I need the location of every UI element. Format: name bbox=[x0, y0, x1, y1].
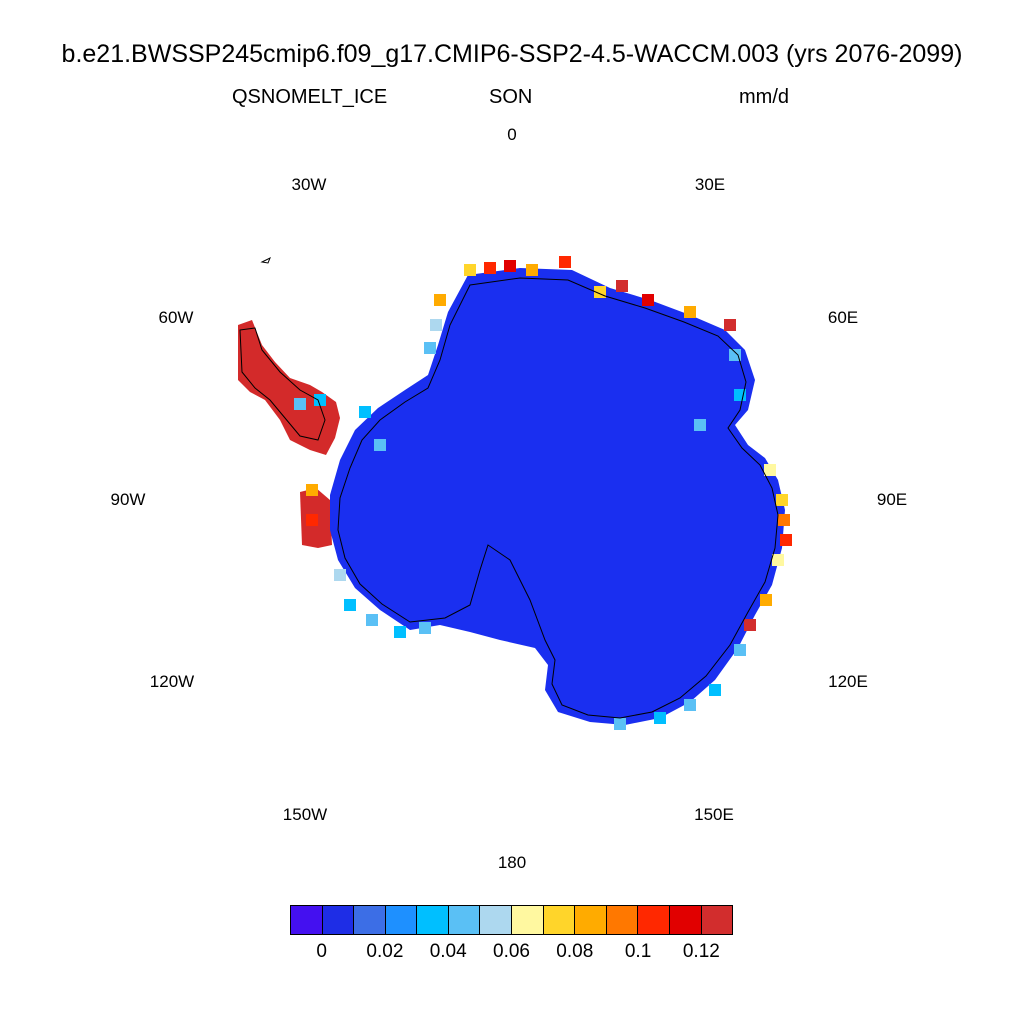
fringe-cell bbox=[684, 699, 696, 711]
peninsula-coastline bbox=[239, 327, 326, 441]
colorbar-segment bbox=[669, 906, 702, 934]
colorbar-segment bbox=[385, 906, 418, 934]
colorbar-tick-label: 0.02 bbox=[366, 941, 404, 962]
fringe-cell bbox=[526, 264, 538, 276]
fringe-cell bbox=[374, 439, 386, 451]
colorbar-segment bbox=[417, 906, 449, 934]
colorbar-segment bbox=[701, 906, 733, 934]
ice-sheet bbox=[330, 268, 785, 725]
fringe-cell bbox=[334, 569, 346, 581]
fringe-cell bbox=[642, 294, 654, 306]
island-outline bbox=[260, 256, 271, 264]
fringe-cell bbox=[744, 619, 756, 631]
colorbar-tick-label: 0.06 bbox=[493, 941, 530, 962]
variable-label: QSNOMELT_ICE bbox=[232, 86, 388, 108]
plot-title: b.e21.BWSSP245cmip6.f09_g17.CMIP6-SSP2-4… bbox=[61, 40, 963, 68]
fringe-cell bbox=[616, 280, 628, 292]
fringe-cell bbox=[778, 514, 790, 526]
fringe-cell bbox=[504, 260, 516, 272]
colorbar-segment bbox=[480, 906, 513, 934]
lon-label-30w: 30W bbox=[291, 175, 327, 194]
colorbar-tick-label: 0.1 bbox=[624, 941, 652, 962]
lon-label-60e: 60E bbox=[827, 308, 859, 327]
fringe-cell bbox=[694, 419, 706, 431]
lon-label-120e: 120E bbox=[828, 672, 868, 691]
colorbar-segment bbox=[512, 906, 544, 934]
colorbar-tick-label: 0.08 bbox=[556, 941, 594, 962]
fringe-cell bbox=[464, 264, 476, 276]
fringe-cell bbox=[314, 394, 326, 406]
fringe-cell bbox=[306, 484, 318, 496]
fringe-cell bbox=[654, 712, 666, 724]
fringe-cell bbox=[344, 599, 356, 611]
colorbar-segment bbox=[543, 906, 576, 934]
lon-label-180: 180 bbox=[497, 853, 527, 872]
units-label: mm/d bbox=[739, 86, 789, 108]
colorbar-segment bbox=[322, 906, 355, 934]
fringe-cell bbox=[780, 534, 792, 546]
fringe-cell bbox=[394, 626, 406, 638]
fringe-cell bbox=[772, 554, 784, 566]
lon-label-120w: 120W bbox=[149, 672, 195, 691]
colorbar-tick-label: 0.12 bbox=[682, 941, 720, 962]
fringe-cell bbox=[724, 319, 736, 331]
lon-label-0: 0 bbox=[507, 125, 517, 144]
lon-label-150w: 150W bbox=[282, 805, 328, 824]
fringe-cell bbox=[760, 594, 772, 606]
fringe-cell bbox=[729, 349, 741, 361]
fringe-cell bbox=[359, 406, 371, 418]
coastline bbox=[337, 277, 779, 719]
colorbar bbox=[290, 905, 733, 935]
peninsula-region bbox=[238, 320, 340, 455]
fringe-cell bbox=[764, 464, 776, 476]
colorbar-tick-label: 0 bbox=[316, 941, 327, 962]
colorbar-segment bbox=[354, 906, 386, 934]
fringe-cell bbox=[776, 494, 788, 506]
fringe-cell bbox=[419, 622, 431, 634]
fringe-cell bbox=[306, 514, 318, 526]
coastal-fringe bbox=[294, 256, 792, 730]
fringe-cell bbox=[424, 342, 436, 354]
fringe-cell bbox=[294, 398, 306, 410]
fringe-cell bbox=[430, 319, 442, 331]
fringe-cell bbox=[484, 262, 496, 274]
colorbar-segment bbox=[575, 906, 607, 934]
lon-label-60w: 60W bbox=[158, 308, 194, 327]
lon-label-90w: 90W bbox=[110, 490, 146, 509]
season-label: SON bbox=[489, 86, 533, 108]
colorbar-segment bbox=[448, 906, 481, 934]
lon-label-30e: 30E bbox=[694, 175, 726, 194]
fringe-cell bbox=[614, 718, 626, 730]
fringe-cell bbox=[684, 306, 696, 318]
colorbar-segment bbox=[606, 906, 639, 934]
colorbar-segment bbox=[291, 906, 323, 934]
fringe-cell bbox=[559, 256, 571, 268]
colorbar-segment bbox=[638, 906, 670, 934]
fringe-cell bbox=[366, 614, 378, 626]
lon-label-150e: 150E bbox=[694, 805, 734, 824]
lon-label-90e: 90E bbox=[876, 490, 908, 509]
fringe-cell bbox=[709, 684, 721, 696]
fringe-cell bbox=[434, 294, 446, 306]
fringe-cell bbox=[734, 644, 746, 656]
colorbar-tick-label: 0.04 bbox=[429, 941, 467, 962]
